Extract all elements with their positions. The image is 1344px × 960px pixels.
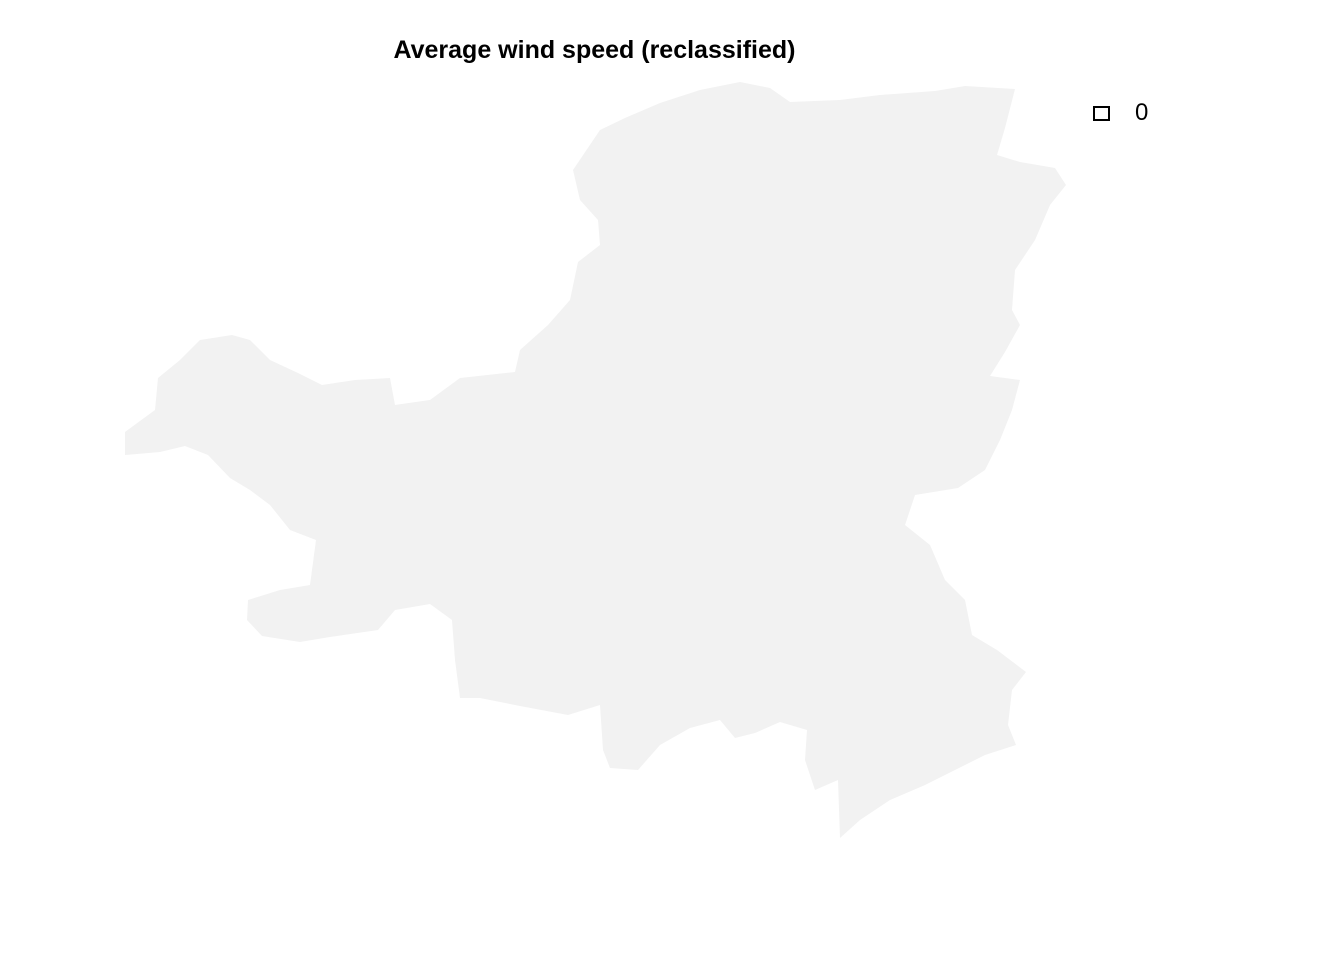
legend-swatch-0 (1093, 105, 1110, 121)
map-title: Average wind speed (reclassified) (393, 36, 796, 64)
legend: 0 (1093, 99, 1149, 126)
region-raster-area (125, 82, 1066, 838)
legend-label-0: 0 (1135, 99, 1149, 126)
